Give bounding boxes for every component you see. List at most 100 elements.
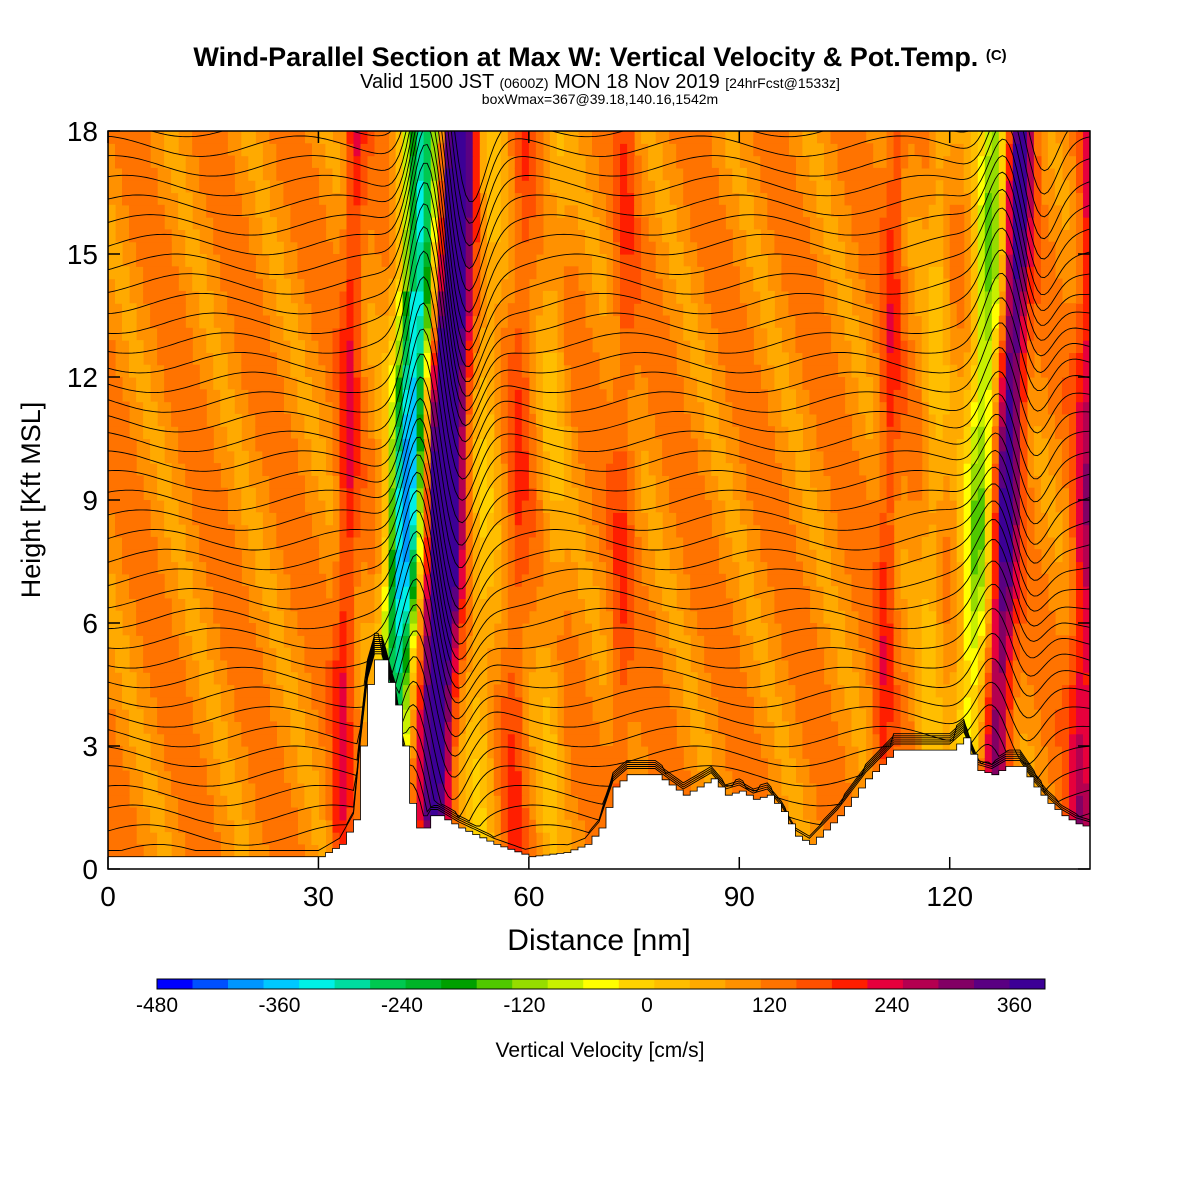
- field-cell: [977, 217, 986, 230]
- field-cell: [521, 832, 530, 845]
- field-cell: [192, 143, 228, 157]
- field-cell: [486, 303, 495, 317]
- field-cell: [465, 290, 474, 304]
- field-cell: [332, 364, 341, 378]
- field-cell: [606, 536, 614, 550]
- field-cell: [227, 290, 263, 304]
- field-cell: [1005, 463, 1014, 476]
- field-cell: [556, 647, 579, 661]
- field-cell: [108, 438, 137, 452]
- field-cell: [409, 696, 418, 710]
- field-cell: [458, 377, 467, 390]
- field-cell: [430, 155, 439, 169]
- field-cell: [886, 635, 895, 649]
- field-cell: [886, 450, 895, 464]
- field-cell: [465, 709, 474, 722]
- field-cell: [451, 647, 460, 661]
- field-cell: [1069, 758, 1077, 772]
- field-cell: [718, 696, 754, 710]
- field-cell: [416, 229, 425, 243]
- field-cell: [837, 524, 881, 538]
- field-cell: [585, 475, 607, 489]
- field-cell: [297, 770, 319, 784]
- field-cell: [977, 635, 986, 649]
- field-cell: [381, 463, 390, 476]
- field-cell: [136, 598, 172, 612]
- field-cell: [374, 586, 383, 599]
- field-cell: [900, 290, 909, 304]
- field-cell: [1026, 192, 1035, 206]
- field-cell: [444, 180, 467, 194]
- field-cell: [1012, 684, 1021, 698]
- field-cell: [900, 549, 909, 563]
- field-cell: [956, 684, 965, 698]
- field-cell: [493, 475, 502, 489]
- field-cell: [1012, 623, 1021, 636]
- field-cell: [276, 143, 312, 157]
- field-cell: [514, 389, 523, 403]
- field-cell: [388, 524, 397, 538]
- field-cell: [416, 746, 425, 759]
- field-cell: [444, 278, 467, 292]
- field-cell: [479, 377, 488, 390]
- field-cell: [409, 340, 418, 353]
- field-cell: [1012, 635, 1021, 649]
- field-cell: [542, 364, 558, 378]
- field-cell: [914, 266, 930, 280]
- field-cell: [465, 192, 474, 206]
- field-cell: [472, 561, 481, 575]
- field-cell: [556, 807, 565, 821]
- field-cell: [367, 340, 390, 353]
- field-cell: [521, 512, 537, 526]
- field-cell: [872, 721, 881, 735]
- field-cell: [451, 131, 467, 144]
- field-cell: [1076, 278, 1084, 292]
- field-cell: [774, 229, 811, 243]
- field-cell: [479, 721, 488, 735]
- field-cell: [136, 241, 172, 255]
- field-cell: [1083, 278, 1090, 292]
- field-cell: [381, 254, 390, 267]
- field-cell: [507, 413, 516, 427]
- field-cell: [514, 500, 523, 513]
- field-cell: [1012, 598, 1021, 612]
- field-cell: [823, 610, 846, 624]
- field-cell: [108, 254, 123, 267]
- field-cell: [472, 204, 481, 218]
- field-cell: [150, 450, 165, 464]
- field-cell: [907, 254, 944, 267]
- field-cell: [984, 758, 993, 772]
- field-cell: [1005, 290, 1014, 304]
- field-cell: [472, 389, 481, 403]
- field-cell: [444, 659, 453, 673]
- field-cell: [185, 463, 221, 476]
- field-cell: [402, 623, 411, 636]
- field-cell: [157, 352, 193, 366]
- field-cell: [1012, 450, 1021, 464]
- field-cell: [416, 721, 425, 735]
- field-cell: [500, 352, 509, 366]
- field-cell: [781, 647, 825, 661]
- field-cell: [535, 180, 544, 194]
- field-cell: [592, 266, 607, 280]
- field-cell: [1019, 549, 1028, 563]
- field-cell: [206, 696, 221, 710]
- field-cell: [949, 672, 958, 686]
- field-cell: [528, 536, 544, 550]
- field-cell: [991, 672, 1007, 686]
- field-cell: [423, 278, 432, 292]
- field-cell: [220, 266, 256, 280]
- field-cell: [493, 438, 502, 452]
- field-cell: [521, 807, 530, 821]
- field-cell: [830, 475, 867, 489]
- field-cell: [528, 561, 544, 575]
- field-cell: [458, 463, 467, 476]
- field-cell: [620, 143, 628, 157]
- field-cell: [921, 635, 937, 649]
- field-cell: [606, 475, 628, 489]
- field-cell: [1019, 303, 1028, 317]
- field-cell: [1076, 463, 1084, 476]
- field-cell: [535, 500, 544, 513]
- colorbar-segment: [1009, 979, 1046, 989]
- field-cell: [528, 549, 544, 563]
